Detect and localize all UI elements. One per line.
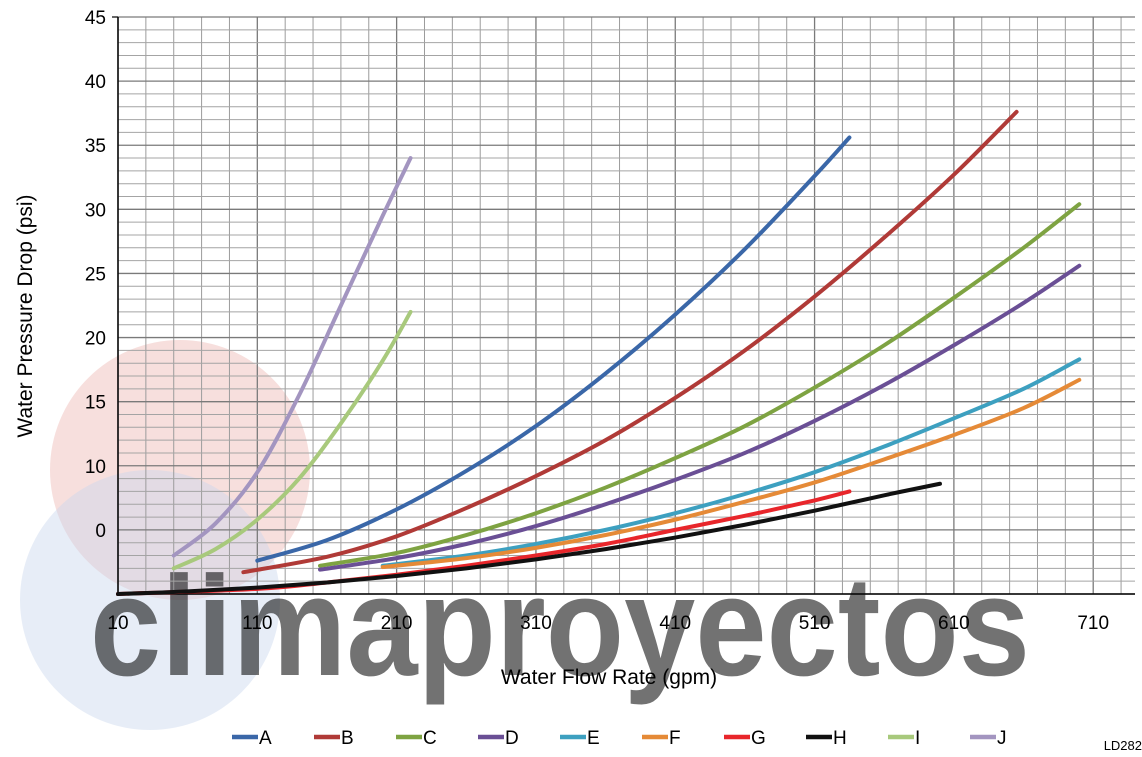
series-line-h: [116, 481, 942, 596]
series-line-d: [318, 263, 1082, 572]
y-tick-label: 30: [85, 200, 106, 221]
legend-label-c: C: [423, 728, 437, 749]
x-tick-label: 610: [938, 613, 970, 634]
y-tick-label: 0: [95, 521, 106, 542]
legend-label-f: F: [669, 728, 681, 749]
legend-label-i: I: [915, 728, 920, 749]
x-tick-label: 110: [242, 613, 272, 634]
watermark-swoosh-blue: [20, 470, 280, 730]
figure-code: LD282: [1104, 738, 1142, 752]
legend-label-b: B: [341, 728, 354, 749]
x-tick-label: 310: [520, 613, 552, 634]
series-line-i: [171, 309, 413, 571]
series-line-j: [171, 156, 413, 558]
series-line-f: [380, 377, 1082, 570]
legend-label-h: H: [833, 728, 847, 749]
legend-label-e: E: [587, 728, 600, 749]
y-tick-label: 40: [85, 72, 106, 93]
x-tick-label: 710: [1077, 613, 1109, 634]
legend-label-a: A: [259, 728, 272, 749]
legend-label-j: J: [997, 728, 1007, 749]
y-tick-label: 10: [85, 457, 106, 478]
legend: A B C D E F G H I J: [232, 728, 1007, 749]
series-line-b: [241, 109, 1019, 575]
y-tick-label: 45: [85, 8, 106, 29]
watermark-swoosh-red: [50, 340, 310, 600]
x-tick-label: 510: [799, 613, 831, 634]
axes: [112, 16, 1135, 595]
watermark: climaproyectos: [20, 340, 1030, 730]
legend-label-d: D: [505, 728, 519, 749]
series-lines: [116, 109, 1082, 596]
y-axis-label: Water Pressure Drop (psi): [14, 194, 37, 437]
x-tick-label: 210: [381, 613, 413, 634]
series-line-e: [380, 357, 1082, 568]
y-tick-label: 20: [85, 329, 106, 350]
x-axis-label: Water Flow Rate (gpm): [501, 666, 717, 689]
legend-label-g: G: [751, 728, 766, 749]
series-line-a: [255, 135, 852, 563]
x-tick-label: 10: [107, 613, 128, 634]
y-tick-label: 35: [85, 136, 106, 157]
tick-labels: 10 110 210 310 410 510 610 710 45 40 35 30 25 20 15 10 0: [85, 8, 1109, 634]
grid: [117, 16, 1135, 595]
y-tick-label: 25: [85, 264, 106, 285]
series-line-c: [318, 202, 1082, 568]
y-tick-label: 15: [85, 393, 106, 414]
x-tick-label: 410: [659, 613, 691, 634]
